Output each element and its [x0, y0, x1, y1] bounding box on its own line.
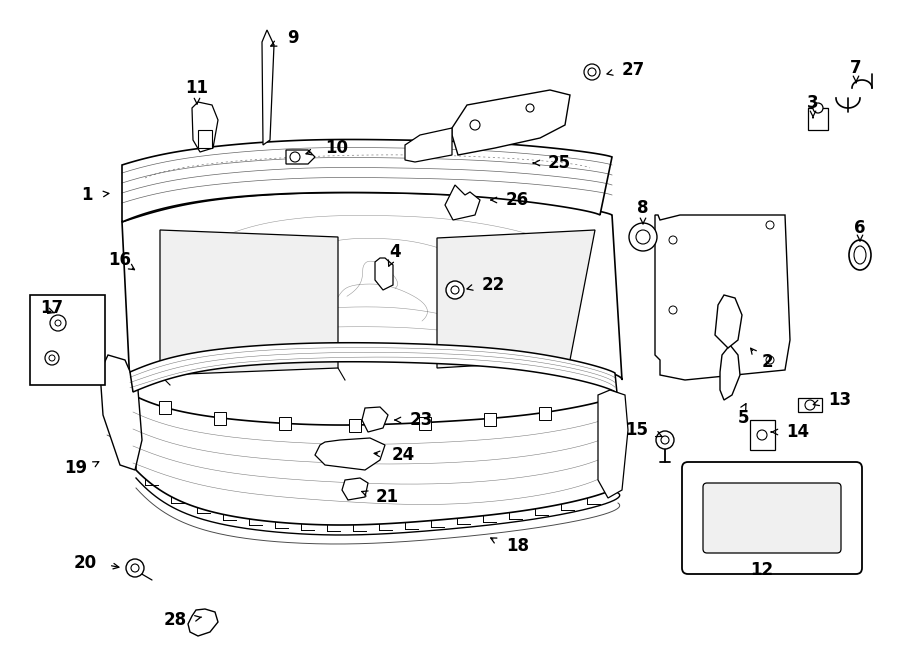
Circle shape: [629, 223, 657, 251]
Polygon shape: [130, 342, 617, 393]
Polygon shape: [160, 230, 338, 375]
Circle shape: [656, 431, 674, 449]
Text: 7: 7: [850, 59, 862, 77]
Text: 2: 2: [762, 353, 774, 371]
Polygon shape: [315, 438, 385, 470]
Text: 27: 27: [622, 61, 645, 79]
Text: 4: 4: [389, 243, 400, 261]
Circle shape: [669, 306, 677, 314]
Circle shape: [526, 104, 534, 112]
Polygon shape: [598, 390, 628, 498]
Circle shape: [290, 152, 300, 162]
Circle shape: [766, 221, 774, 229]
Polygon shape: [720, 345, 740, 400]
Text: 23: 23: [410, 411, 433, 429]
Text: 5: 5: [738, 409, 750, 427]
Circle shape: [45, 351, 59, 365]
Polygon shape: [362, 407, 388, 432]
Circle shape: [49, 355, 55, 361]
Circle shape: [636, 230, 650, 244]
Circle shape: [766, 356, 774, 364]
Text: 1: 1: [82, 186, 93, 204]
Text: 14: 14: [786, 423, 809, 441]
Ellipse shape: [849, 240, 871, 270]
Polygon shape: [539, 407, 551, 420]
Text: 18: 18: [506, 537, 529, 555]
Circle shape: [813, 103, 823, 113]
Polygon shape: [715, 295, 742, 348]
Text: 6: 6: [854, 219, 866, 237]
Polygon shape: [349, 419, 361, 432]
Polygon shape: [405, 128, 452, 162]
Polygon shape: [375, 258, 393, 290]
Circle shape: [55, 320, 61, 326]
Circle shape: [50, 315, 66, 331]
Polygon shape: [750, 420, 775, 450]
Polygon shape: [159, 401, 171, 414]
Text: 10: 10: [325, 139, 348, 157]
Text: 20: 20: [74, 554, 97, 572]
Polygon shape: [188, 609, 218, 636]
Polygon shape: [484, 412, 496, 426]
Polygon shape: [655, 215, 790, 380]
Text: 26: 26: [506, 191, 529, 209]
Polygon shape: [452, 90, 570, 155]
FancyBboxPatch shape: [703, 483, 841, 553]
Text: 11: 11: [185, 79, 209, 97]
Circle shape: [584, 64, 600, 80]
Polygon shape: [419, 417, 431, 430]
Ellipse shape: [854, 246, 866, 264]
Polygon shape: [262, 30, 274, 145]
Text: 16: 16: [109, 251, 131, 269]
Circle shape: [588, 68, 596, 76]
Text: 24: 24: [392, 446, 415, 464]
Circle shape: [757, 430, 767, 440]
Polygon shape: [286, 150, 315, 164]
Text: 9: 9: [287, 29, 299, 47]
Polygon shape: [122, 139, 612, 222]
Polygon shape: [122, 192, 622, 385]
Text: 19: 19: [64, 459, 87, 477]
Text: 13: 13: [828, 391, 851, 409]
Polygon shape: [30, 295, 105, 385]
Circle shape: [446, 281, 464, 299]
Text: 22: 22: [482, 276, 505, 294]
Text: 17: 17: [40, 299, 63, 317]
Circle shape: [661, 436, 669, 444]
Text: 28: 28: [164, 611, 187, 629]
Circle shape: [451, 286, 459, 294]
Circle shape: [669, 236, 677, 244]
Circle shape: [805, 400, 815, 410]
Polygon shape: [133, 393, 621, 525]
Text: 25: 25: [548, 154, 572, 172]
Text: 3: 3: [807, 94, 819, 112]
Polygon shape: [100, 355, 142, 470]
Polygon shape: [214, 412, 226, 425]
FancyBboxPatch shape: [682, 462, 862, 574]
Text: 8: 8: [637, 199, 649, 217]
Circle shape: [131, 564, 139, 572]
Polygon shape: [279, 417, 291, 430]
Text: 21: 21: [376, 488, 399, 506]
Polygon shape: [445, 185, 480, 220]
Polygon shape: [437, 230, 595, 368]
Circle shape: [126, 559, 144, 577]
Circle shape: [470, 120, 480, 130]
Polygon shape: [342, 478, 368, 500]
Polygon shape: [198, 130, 212, 148]
Text: 12: 12: [751, 561, 774, 579]
Text: 15: 15: [625, 421, 648, 439]
Polygon shape: [808, 108, 828, 130]
Polygon shape: [192, 102, 218, 152]
Polygon shape: [798, 398, 822, 412]
